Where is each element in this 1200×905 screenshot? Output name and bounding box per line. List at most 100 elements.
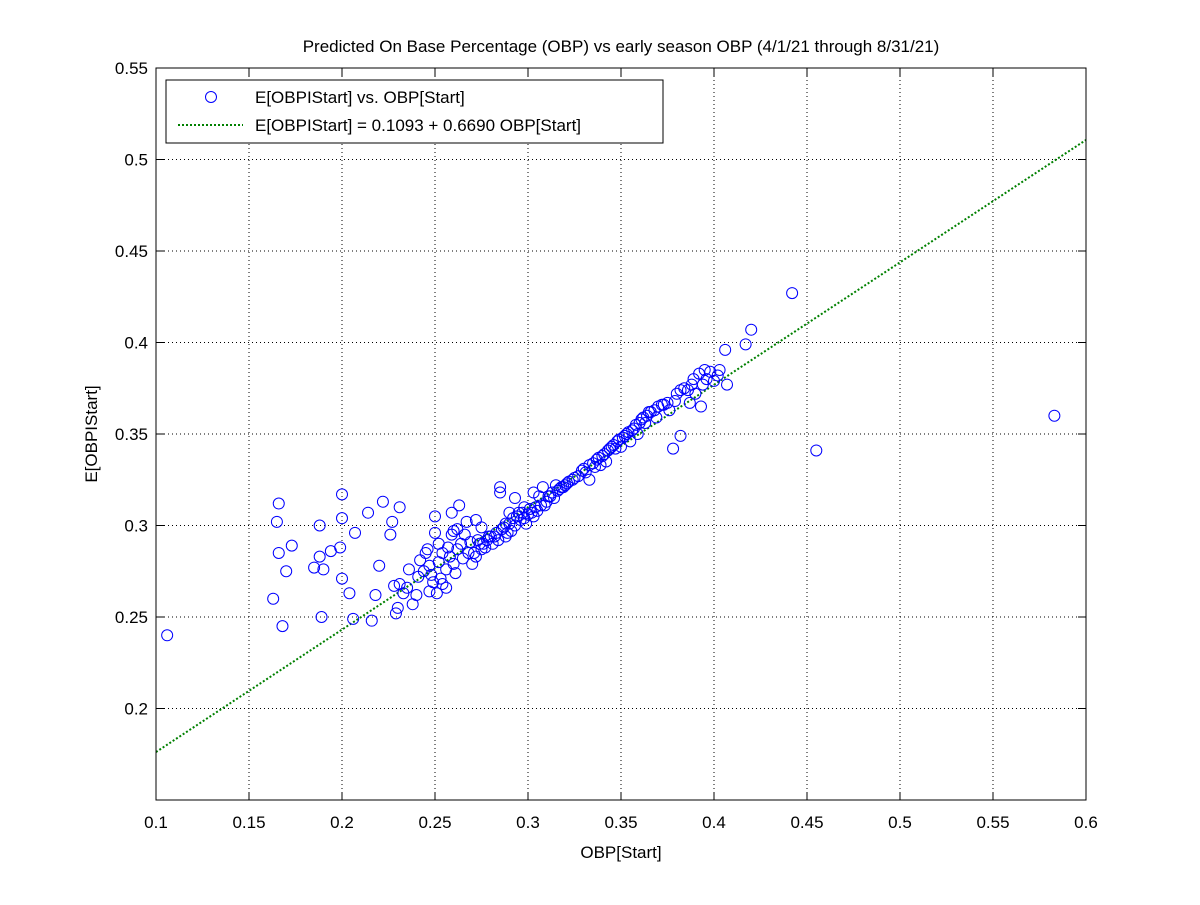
x-tick-label: 0.45 (790, 813, 823, 832)
legend: E[OBPIStart] vs. OBP[Start] E[OBPIStart]… (165, 79, 664, 144)
scatter-point (1048, 409, 1061, 422)
y-tick-label: 0.5 (124, 151, 148, 170)
plot-marks (155, 139, 1087, 753)
scatter-point (430, 587, 443, 600)
y-tick-label: 0.4 (124, 334, 148, 353)
scatter-point (440, 581, 453, 594)
x-tick-label: 0.1 (144, 813, 168, 832)
scatter-point (429, 526, 441, 539)
scatter-point (668, 395, 681, 408)
x-tick-label: 0.55 (976, 813, 1009, 832)
x-tick-label: 0.5 (888, 813, 912, 832)
scatter-point (388, 579, 401, 592)
scatter-point (494, 486, 507, 499)
scatter-point (402, 563, 415, 576)
scatter-point (276, 620, 289, 633)
scatter-point (313, 550, 326, 563)
scatter-point (583, 473, 596, 486)
legend-label-scatter: E[OBPIStart] vs. OBP[Start] (255, 88, 465, 107)
scatter-point (334, 541, 347, 554)
scatter-point (421, 543, 434, 556)
scatter-point (713, 363, 726, 376)
scatter-point (520, 517, 533, 530)
scatter-point (285, 539, 298, 552)
scatter-point (401, 581, 414, 594)
scatter-point (270, 515, 283, 528)
y-tick-label: 0.35 (115, 425, 148, 444)
scatter-point (492, 534, 505, 547)
scatter-point (161, 629, 174, 642)
scatter-point (442, 541, 455, 554)
x-tick-label: 0.25 (418, 813, 451, 832)
scatter-point (479, 541, 492, 554)
scatter-point (369, 589, 382, 602)
y-tick-label: 0.2 (124, 700, 148, 719)
scatter-point (460, 515, 473, 528)
scatter-point (683, 396, 696, 409)
x-tick-label: 0.35 (604, 813, 637, 832)
scatter-point (373, 559, 386, 572)
scatter-point (508, 492, 521, 505)
scatter-point (475, 521, 488, 534)
legend-label-fit-line: E[OBPIStart] = 0.1093 + 0.6690 OBP[Start… (255, 116, 581, 135)
scatter-point (272, 497, 285, 510)
scatter-point (308, 561, 321, 574)
scatter-point (393, 501, 406, 514)
scatter-point (615, 440, 627, 453)
y-tick-label: 0.3 (124, 517, 148, 536)
scatter-point (719, 343, 732, 356)
scatter-point (698, 363, 711, 376)
y-tick-label: 0.45 (115, 242, 148, 261)
scatter-point (267, 592, 280, 605)
x-tick-label: 0.6 (1074, 813, 1098, 832)
scatter-point (721, 378, 734, 391)
scatter-point (347, 612, 360, 625)
scatter-point (443, 550, 456, 563)
scatter-point (494, 481, 507, 494)
legend-box (165, 79, 664, 144)
scatter-point (429, 510, 441, 523)
scatter-point (745, 323, 758, 336)
y-tick-label: 0.55 (115, 59, 148, 78)
scatter-point (661, 396, 674, 409)
legend-scatter-marker (205, 91, 217, 103)
scatter-point (667, 442, 680, 455)
scatter-point (384, 528, 397, 541)
scatter-point (272, 546, 285, 559)
scatter-point (689, 387, 702, 400)
scatter-point (336, 572, 348, 585)
scatter-point (391, 601, 404, 614)
scatter-point (711, 369, 724, 382)
scatter-point (317, 563, 330, 576)
scatter-point (810, 444, 823, 457)
y-axis-label: E[OBPIStart] (82, 385, 101, 482)
scatter-point (365, 614, 378, 627)
scatter-point (436, 578, 449, 591)
x-tick-label: 0.2 (330, 813, 354, 832)
scatter-point (447, 557, 460, 570)
scatter-point (674, 429, 687, 442)
scatter-point (362, 506, 375, 519)
scatter-point (694, 400, 707, 413)
scatter-point (343, 587, 356, 600)
scatter-point (410, 589, 423, 602)
x-tick-label: 0.3 (516, 813, 540, 832)
scatter-point (663, 404, 676, 417)
scatter-point (336, 488, 348, 501)
y-tick-label: 0.25 (115, 608, 148, 627)
x-axis-label: OBP[Start] (580, 843, 661, 862)
chart-title: Predicted On Base Percentage (OBP) vs ea… (303, 37, 940, 56)
scatter-point (315, 611, 328, 623)
scatter-point (516, 506, 529, 519)
scatter-point (280, 565, 293, 578)
scatter-point (427, 576, 440, 589)
scatter-point (434, 572, 447, 585)
scatter-point (449, 567, 462, 580)
axis-ticks: 0.1 0.15 0.2 0.25 0.3 0.35 0.4 0.45 0.5 0.55 0.6 0.… (115, 59, 1098, 832)
scatter-point (445, 506, 458, 519)
scatter-point (548, 492, 561, 505)
x-tick-label: 0.4 (702, 813, 726, 832)
scatter-point (336, 512, 348, 525)
